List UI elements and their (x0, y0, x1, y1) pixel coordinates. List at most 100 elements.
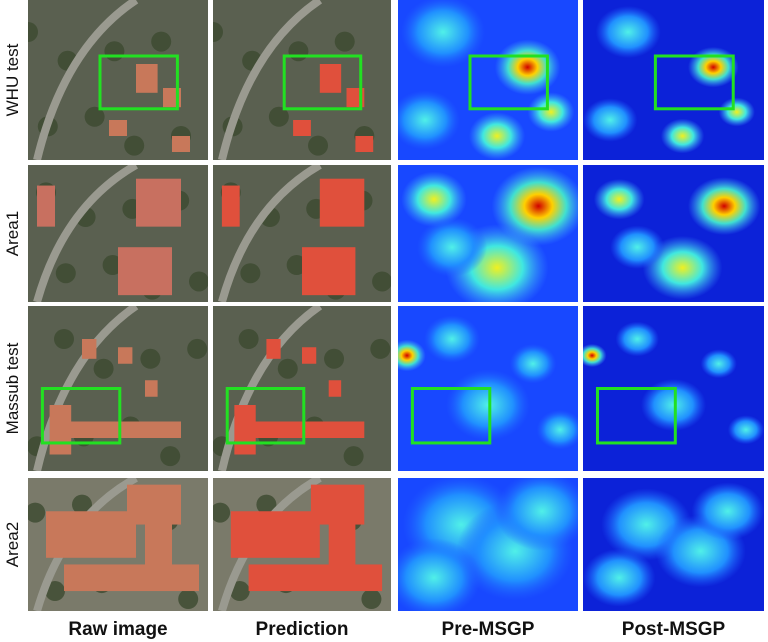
heat-blob (615, 321, 660, 357)
panel-image (213, 165, 391, 302)
roof (145, 380, 158, 397)
tree (140, 348, 161, 369)
heat-blob (468, 112, 526, 160)
roof (248, 421, 365, 438)
heat-blob (423, 315, 481, 363)
roof (172, 136, 190, 152)
heat-blob (700, 349, 737, 379)
tree (286, 255, 307, 276)
tree (334, 31, 355, 52)
heat-blob (691, 482, 764, 541)
tree (189, 271, 208, 292)
heat-blob (727, 415, 764, 445)
tree (240, 263, 261, 284)
heat-blob (660, 118, 705, 154)
roof (293, 120, 311, 136)
tree (55, 263, 76, 284)
heat-blob (445, 369, 531, 441)
tree (160, 446, 181, 467)
heat-blob (593, 178, 645, 220)
heat-blob (494, 39, 561, 95)
tree (28, 22, 38, 42)
highlight-box (282, 54, 363, 111)
roof (127, 484, 181, 525)
heat-blob (398, 90, 461, 150)
panel-image (28, 165, 208, 302)
roof (319, 178, 365, 227)
roof (230, 511, 320, 558)
heat-blob (401, 171, 467, 227)
tree (28, 502, 46, 523)
roof (49, 405, 72, 455)
panel-image (583, 165, 764, 302)
roof (118, 247, 172, 296)
tree (238, 329, 259, 349)
tree (84, 106, 105, 127)
highlight-box (98, 54, 179, 111)
tree (93, 358, 114, 379)
roof (248, 564, 383, 592)
roof (37, 185, 55, 227)
highlight-box (410, 387, 492, 445)
roof (136, 64, 158, 93)
tree (229, 581, 250, 602)
tree (370, 338, 391, 359)
tree (308, 135, 329, 156)
column-label: Pre-MSGP (442, 619, 535, 640)
panel-image (28, 0, 208, 160)
row-label: Massub test (3, 342, 22, 434)
heat-blob (583, 548, 656, 607)
roof (355, 136, 374, 152)
row-label: WHU test (3, 43, 22, 116)
panel-image (213, 0, 391, 160)
tree (102, 255, 123, 276)
tree (187, 338, 208, 359)
roof (64, 564, 199, 592)
tree (361, 589, 382, 610)
heat-blob (687, 46, 739, 88)
roof (64, 421, 181, 438)
roof (46, 511, 136, 558)
heat-blob (687, 177, 761, 236)
heat-blob (509, 343, 557, 384)
heat-blob (536, 409, 578, 450)
tree (343, 446, 364, 467)
heat-blob (583, 98, 638, 142)
highlight-box (468, 54, 549, 111)
heat-blob (595, 5, 661, 59)
roof (302, 247, 356, 296)
heat-blob (640, 378, 707, 432)
highlight-box (595, 387, 677, 445)
panel-image (28, 478, 208, 611)
road (218, 0, 323, 160)
highlight-box (653, 54, 735, 111)
panel-image (583, 478, 764, 611)
roof (302, 347, 317, 364)
tree (256, 494, 277, 515)
roof (82, 339, 97, 359)
roof (319, 64, 342, 93)
road (33, 165, 138, 302)
heat-blob (495, 478, 578, 551)
panel-image (398, 165, 578, 302)
highlight-box (40, 387, 122, 445)
tree (213, 502, 231, 523)
heat-blob (398, 538, 481, 611)
heat-blob (491, 166, 578, 246)
column-label: Raw image (68, 619, 167, 640)
tree (277, 358, 298, 379)
column-label: Prediction (256, 619, 349, 640)
roof (145, 517, 172, 572)
tree (45, 581, 65, 602)
tree (372, 271, 391, 292)
roof (221, 185, 240, 227)
tree (288, 41, 309, 62)
roof (328, 517, 356, 572)
tree (54, 329, 74, 349)
tree (268, 106, 289, 127)
road (218, 165, 322, 302)
roof (118, 347, 133, 364)
heat-blob (527, 92, 575, 132)
panel-image (213, 478, 391, 611)
